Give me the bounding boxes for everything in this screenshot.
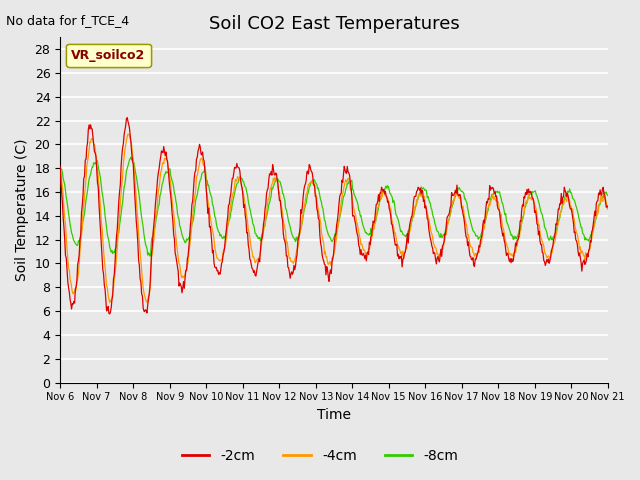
-2cm xyxy=(56,163,64,169)
-8cm xyxy=(123,168,131,174)
-4cm xyxy=(124,134,131,140)
-8cm xyxy=(604,192,612,198)
-4cm xyxy=(402,244,410,250)
-4cm xyxy=(56,162,64,168)
Y-axis label: Soil Temperature (C): Soil Temperature (C) xyxy=(15,139,29,281)
-8cm xyxy=(56,165,64,171)
-2cm xyxy=(209,250,216,256)
-8cm xyxy=(209,201,216,207)
-2cm xyxy=(124,119,132,124)
-4cm xyxy=(418,192,426,198)
-4cm xyxy=(106,300,113,306)
Legend: -2cm, -4cm, -8cm: -2cm, -4cm, -8cm xyxy=(176,443,464,468)
-8cm xyxy=(66,221,74,227)
-2cm xyxy=(180,279,188,285)
-4cm xyxy=(66,276,74,282)
-4cm xyxy=(209,228,216,234)
X-axis label: Time: Time xyxy=(317,408,351,422)
-2cm xyxy=(402,246,410,252)
-2cm xyxy=(106,311,113,317)
-2cm xyxy=(418,187,426,193)
-4cm xyxy=(124,131,132,137)
-8cm xyxy=(418,186,426,192)
Title: Soil CO2 East Temperatures: Soil CO2 East Temperatures xyxy=(209,15,460,33)
-8cm xyxy=(180,236,188,242)
Line: -2cm: -2cm xyxy=(60,118,608,314)
-8cm xyxy=(402,234,410,240)
-8cm xyxy=(146,253,154,259)
-2cm xyxy=(66,297,74,302)
Line: -8cm: -8cm xyxy=(60,157,608,256)
-2cm xyxy=(604,203,612,209)
Line: -4cm: -4cm xyxy=(60,134,608,303)
-8cm xyxy=(127,155,135,160)
Legend: VR_soilco2: VR_soilco2 xyxy=(67,44,150,67)
Text: No data for f_TCE_4: No data for f_TCE_4 xyxy=(6,14,129,27)
-2cm xyxy=(124,115,131,120)
-4cm xyxy=(604,206,612,212)
-4cm xyxy=(180,275,188,280)
